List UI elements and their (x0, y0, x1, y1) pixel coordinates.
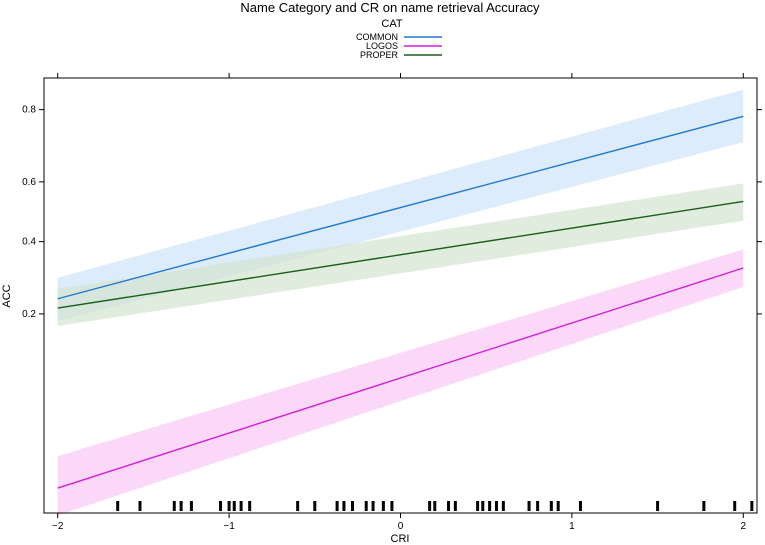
y-tick-label: 0.6 (22, 177, 36, 188)
legend-label-logos: LOGOS (366, 41, 398, 51)
x-tick-label: −1 (223, 521, 235, 532)
x-tick-label: 0 (398, 521, 404, 532)
x-tick-label: −2 (52, 521, 64, 532)
ci-band-logos (57, 249, 744, 516)
x-tick-label: 2 (741, 521, 747, 532)
series-line-common (57, 115, 744, 300)
series-line-proper (57, 200, 744, 309)
y-tick-label: 0.8 (22, 105, 36, 116)
legend-label-proper: PROPER (360, 50, 399, 60)
x-tick-label: 1 (569, 521, 575, 532)
y-tick-label: 0.4 (22, 237, 36, 248)
legend-label-common: COMMON (356, 32, 398, 42)
y-tick-label: 0.2 (22, 309, 36, 320)
series-line-logos (57, 267, 744, 489)
legend-title: CAT (381, 18, 402, 30)
x-axis-label: CRI (391, 533, 410, 545)
chart-title: Name Category and CR on name retrieval A… (240, 0, 540, 15)
y-axis-label: ACC (1, 284, 13, 307)
